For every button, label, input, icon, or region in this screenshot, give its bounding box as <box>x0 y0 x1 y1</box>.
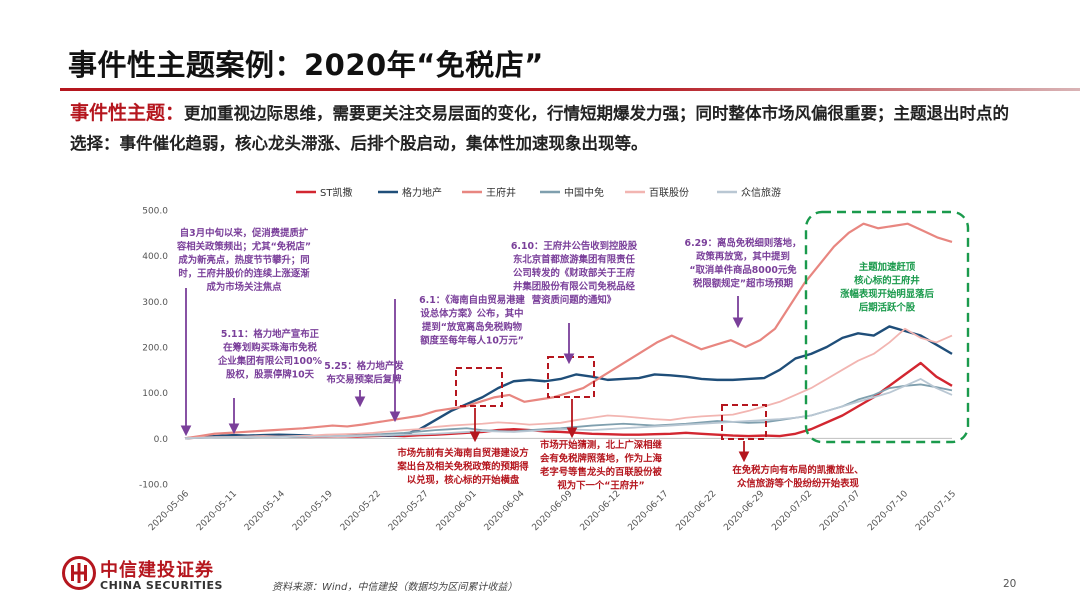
annotation-text: 东北京首都旅游集团有限责任 <box>513 254 636 266</box>
highlight-box-green <box>804 210 970 444</box>
y-tick-label: -100.0 <box>139 481 168 491</box>
annotation-text: 额度至每年每人10万元” <box>420 335 524 347</box>
y-tick-label: 300.0 <box>142 298 168 308</box>
annotation-text: 设总体方案》公布，其中 <box>420 308 523 320</box>
series-line <box>184 222 953 440</box>
x-tick-label: 2020-06-17 <box>626 489 670 533</box>
annotation-text: 在免税方向有布局的凯撒旅业、 <box>732 464 863 476</box>
x-tick-label: 2020-05-19 <box>291 489 335 533</box>
annotation-text: 股权，股票停牌10天 <box>226 369 315 381</box>
annotation-text: 众信旅游等个股纷纷开始表现 <box>737 478 860 490</box>
x-tick-label: 2020-07-07 <box>818 489 862 533</box>
y-tick-label: 200.0 <box>142 344 168 354</box>
legend-label: 格力地产 <box>402 186 442 199</box>
summary-text: 更加重视边际思维，需要更关注交易层面的变化，行情短期爆发力强；同时整体市场风偏很… <box>70 104 1010 153</box>
x-tick-label: 2020-07-15 <box>914 489 958 533</box>
annotation-text: 井集团股份有限公司免税品经 <box>513 281 636 293</box>
annotation-marks <box>180 210 970 463</box>
x-tick-label: 2020-05-11 <box>195 489 239 533</box>
source-note: 资料来源：Wind，中信建投（数据均为区间累计收益） <box>272 582 518 593</box>
annotation-text: 6.29：离岛免税细则落地， <box>685 237 802 249</box>
highlight-box <box>721 404 767 440</box>
y-tick-label: 400.0 <box>142 252 168 262</box>
x-tick-label: 2020-07-10 <box>866 489 910 533</box>
y-tick-label: 500.0 <box>142 207 168 217</box>
annotation-text: 税限额规定”超市场预期 <box>693 278 793 290</box>
highlight-box <box>455 367 503 407</box>
annotation-text: 自3月中旬以来，促消费提质扩 <box>180 227 309 239</box>
y-tick-label: 100.0 <box>142 389 168 399</box>
annotation-text: 成为新亮点，热度节节攀升；同 <box>178 254 309 266</box>
annotation-text: 营资质问题的通知》 <box>532 294 616 306</box>
x-tick-label: 2020-06-22 <box>674 489 718 533</box>
annotation-text: 主题加速赶顶 <box>859 261 916 273</box>
annotation-text: 涨幅表现开始明显落后 <box>840 288 934 300</box>
legend-label: ST凯撒 <box>320 186 352 199</box>
chart-annotations: 自3月中旬以来，促消费提质扩容相关政策频出；尤其“免税店”成为新亮点，热度节节攀… <box>176 227 935 492</box>
annotation-text: 公司转发的《财政部关于王府 <box>513 267 636 279</box>
x-axis-ticks: 2020-05-06 2020-05-11 2020-05-14 2020-05-19… <box>147 489 958 533</box>
logo-text-en: CHINA SECURITIES <box>100 579 223 592</box>
x-tick-label: 2020-05-06 <box>147 489 191 533</box>
x-tick-label: 2020-06-04 <box>483 489 527 533</box>
annotation-text: 容相关政策频出；尤其“免税店” <box>176 241 311 253</box>
x-tick-label: 2020-06-09 <box>531 489 575 533</box>
x-tick-label: 2020-06-01 <box>435 489 479 533</box>
annotation-text: 企业集团有限公司100% <box>217 355 323 367</box>
slide-title: 事件性主题案例：2020年“免税店” <box>68 48 544 82</box>
legend-label: 众信旅游 <box>741 186 781 199</box>
x-tick-label: 2020-05-22 <box>339 489 383 533</box>
annotation-text: 视为下一个“王府井” <box>557 480 644 492</box>
x-tick-label: 2020-06-29 <box>722 489 766 533</box>
x-tick-label: 2020-05-14 <box>243 489 287 533</box>
legend-label: 百联股份 <box>649 187 689 199</box>
annotation-text: 时，王府井股价的连续上涨逐渐 <box>178 268 310 280</box>
x-tick-label: 2020-07-02 <box>770 489 814 533</box>
annotation-text: 提到“放宽离岛免税购物 <box>422 321 523 333</box>
annotation-text: 以兑现，核心标的开始横盘 <box>407 474 520 486</box>
annotation-text: 老字号等售龙头的百联股份被 <box>539 466 663 478</box>
annotation-text: “取消单件商品8000元免 <box>689 264 797 276</box>
y-tick-label: 0.0 <box>154 435 169 445</box>
annotation-text: 市场开始猜测，北上广深相继 <box>540 439 663 451</box>
annotation-text: 后期活跃个股 <box>859 302 916 314</box>
legend-label: 王府井 <box>486 186 516 199</box>
summary-paragraph: 事件性主题：更加重视边际思维，需要更关注交易层面的变化，行情短期爆发力强；同时整… <box>70 98 1010 159</box>
summary-lead: 事件性主题： <box>70 102 185 124</box>
annotation-text: 布交易预案后复牌 <box>326 374 402 386</box>
annotation-text: 5.11：格力地产宣布正 <box>221 328 320 340</box>
title-divider <box>60 88 1080 91</box>
x-tick-label: 2020-05-27 <box>387 489 431 533</box>
chart-legend: ST凯撒 格力地产 王府井 中国中免 百联股份 众信旅游 <box>296 186 781 199</box>
x-tick-label: 2020-06-12 <box>578 489 622 533</box>
logo-text-cn: 中信建投证券 <box>100 560 214 581</box>
page-number: 20 <box>1003 578 1017 590</box>
y-axis-ticks: -100.0 0.0 100.0 200.0 300.0 400.0 500.0 <box>139 207 168 491</box>
series-line <box>184 327 953 440</box>
annotation-text: 在筹划购买珠海市免税 <box>223 342 317 354</box>
annotation-text: 成为市场关注焦点 <box>206 281 282 293</box>
annotation-text: 5.25：格力地产发 <box>324 360 404 372</box>
company-logo-icon <box>62 556 96 590</box>
annotation-text: 核心标的王府井 <box>854 275 920 287</box>
annotation-text: 市场先前有关海南自贸港建设方 <box>397 447 528 459</box>
legend-label: 中国中免 <box>564 186 604 199</box>
annotation-text: 政策再放宽，其中提到 <box>696 251 790 263</box>
annotation-text: 案出台及相关免税政策的预期得 <box>396 461 529 473</box>
annotation-text: 会有免税牌照落地，作为上海 <box>540 453 663 465</box>
annotation-text: 6.1：《海南自由贸易港建 <box>419 294 525 306</box>
annotation-text: 6.10：王府井公告收到控股股 <box>511 240 638 252</box>
